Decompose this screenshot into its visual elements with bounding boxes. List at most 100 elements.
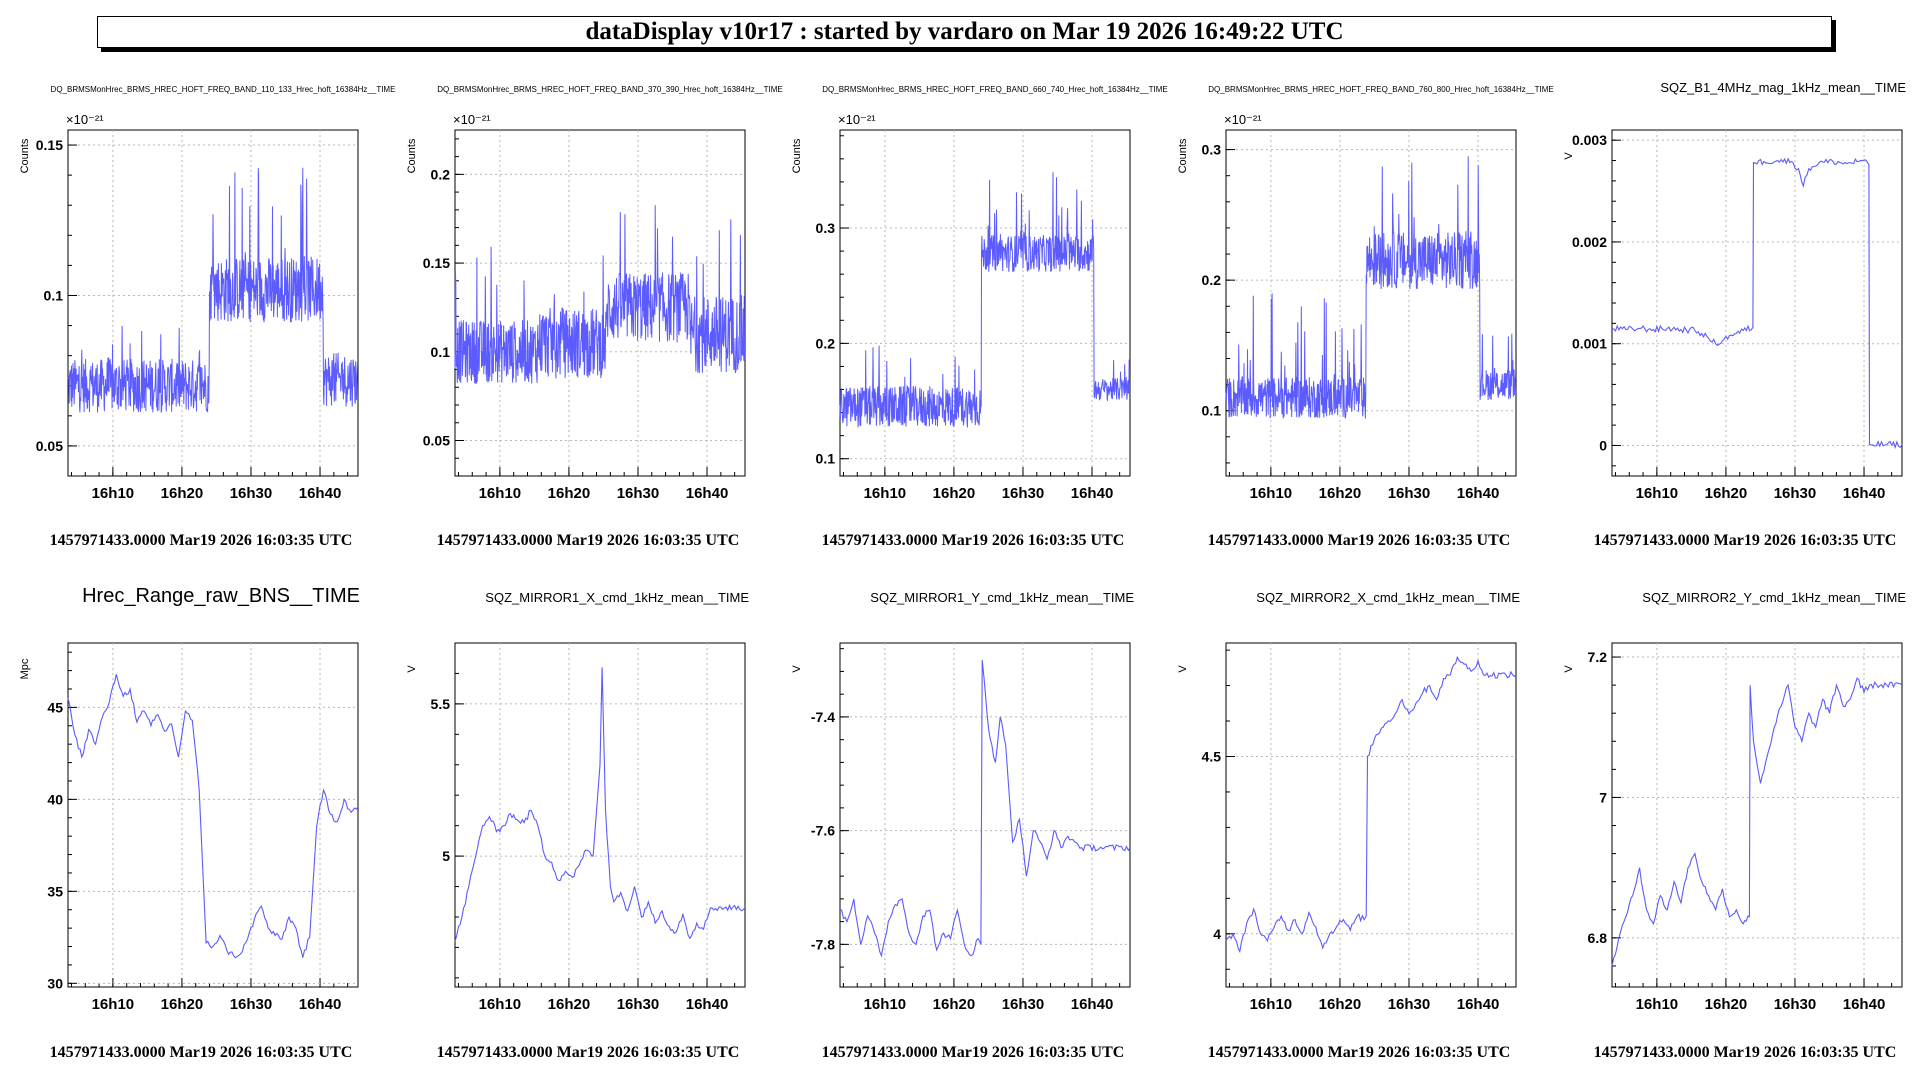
x-tick-label: 16h20 (1319, 485, 1362, 502)
y-tick-label: 5 (442, 848, 450, 864)
chart-panel-9: SQZ_MIRROR2_X_cmd_1kHz_mean__TIME 16h10 16… (1177, 590, 1520, 1061)
plot-frame (67, 642, 359, 988)
x-tick-label: 16h10 (1636, 485, 1679, 502)
y-tick-label: -7.6 (811, 823, 835, 839)
y-axis-label: Mpc (19, 658, 31, 679)
series-line (839, 172, 1131, 428)
chart-panel-6: Hrec_Range_raw_BNS__TIME 16h10 16h20 16h30 1… (19, 585, 360, 1061)
chart-title: SQZ_MIRROR2_Y_cmd_1kHz_mean__TIME (1642, 590, 1906, 605)
plot-frame (839, 129, 1131, 477)
x-axis-caption: 1457971433.0000 Mar19 2026 16:03:35 UTC (437, 1044, 740, 1061)
series-line (1611, 677, 1903, 967)
x-tick-label: 16h20 (1705, 485, 1748, 502)
y-axis-label: Counts (791, 138, 803, 173)
x-tick-label: 16h10 (1250, 485, 1293, 502)
x-tick-label: 16h40 (686, 996, 729, 1013)
series-line (454, 667, 746, 942)
x-tick-label: 16h10 (92, 996, 135, 1013)
chart-title: Hrec_Range_raw_BNS__TIME (82, 585, 360, 607)
chart-panel-2: DQ_BRMSMonHrec_BRMS_HREC_HOFT_FREQ_BAND_… (406, 85, 783, 549)
y-tick-label: -7.8 (811, 936, 835, 952)
series-line (1611, 157, 1903, 450)
x-tick-label: 16h20 (161, 485, 204, 502)
series-line (1225, 655, 1517, 954)
plot-frame (454, 642, 746, 988)
chart-panel-7: SQZ_MIRROR1_X_cmd_1kHz_mean__TIME 16h10 16… (406, 590, 749, 1061)
axis-exponent: ×10⁻²¹ (838, 112, 876, 127)
x-tick-label: 16h20 (933, 485, 976, 502)
x-axis-caption: 1457971433.0000 Mar19 2026 16:03:35 UTC (1594, 1044, 1897, 1061)
y-axis-label: V (1563, 152, 1575, 160)
chart-title: SQZ_MIRROR2_X_cmd_1kHz_mean__TIME (1256, 590, 1520, 605)
y-tick-label: 7.2 (1588, 649, 1608, 665)
y-tick-label: 30 (47, 975, 63, 991)
y-tick-label: 45 (47, 699, 63, 715)
y-tick-label: 4 (1213, 926, 1221, 942)
x-axis-caption: 1457971433.0000 Mar19 2026 16:03:35 UTC (1594, 532, 1897, 549)
chart-title: DQ_BRMSMonHrec_BRMS_HREC_HOFT_FREQ_BAND_… (51, 85, 396, 94)
y-axis-label: Counts (406, 138, 418, 173)
x-tick-label: 16h30 (230, 485, 273, 502)
plot-frame (454, 129, 746, 477)
y-tick-label: 0.1 (1202, 403, 1222, 419)
chart-panel-5: SQZ_B1_4MHz_mag_1kHz_mean__TIME 16h10 16h2… (1563, 80, 1906, 549)
y-axis-label: Counts (1177, 138, 1189, 173)
y-tick-label: 0 (1599, 437, 1607, 453)
x-tick-label: 16h30 (1388, 996, 1431, 1013)
chart-panel-8: SQZ_MIRROR1_Y_cmd_1kHz_mean__TIME 16h10 16… (791, 590, 1134, 1061)
y-tick-label: 0.3 (1202, 142, 1222, 158)
series-line (1225, 156, 1517, 419)
x-tick-label: 16h10 (92, 485, 135, 502)
y-tick-label: 5.5 (431, 696, 451, 712)
y-tick-label: 0.1 (816, 451, 836, 467)
x-axis-caption: 1457971433.0000 Mar19 2026 16:03:35 UTC (437, 532, 740, 549)
x-tick-label: 16h40 (1071, 485, 1114, 502)
y-tick-label: 0.3 (816, 220, 836, 236)
x-tick-label: 16h30 (230, 996, 273, 1013)
y-tick-label: 0.2 (431, 166, 451, 182)
y-axis-label: V (1563, 665, 1575, 673)
y-axis-label: V (791, 665, 803, 673)
plot-frame (1225, 129, 1517, 477)
x-tick-label: 16h40 (1843, 485, 1886, 502)
x-axis-caption: 1457971433.0000 Mar19 2026 16:03:35 UTC (822, 1044, 1125, 1061)
y-tick-label: -7.4 (811, 709, 835, 725)
x-axis-caption: 1457971433.0000 Mar19 2026 16:03:35 UTC (1208, 1044, 1511, 1061)
axis-exponent: ×10⁻²¹ (1224, 112, 1262, 127)
axis-exponent: ×10⁻²¹ (66, 112, 104, 127)
x-tick-label: 16h40 (299, 996, 342, 1013)
page-title: dataDisplay v10r17 : started by vardaro … (585, 18, 1344, 45)
x-tick-label: 16h30 (1774, 485, 1817, 502)
y-tick-label: 0.1 (431, 344, 451, 360)
x-tick-label: 16h40 (686, 485, 729, 502)
series-line (454, 205, 746, 384)
plot-frame (1611, 642, 1903, 988)
x-tick-label: 16h10 (1250, 996, 1293, 1013)
x-axis-caption: 1457971433.0000 Mar19 2026 16:03:35 UTC (50, 1044, 353, 1061)
y-axis-label: V (406, 665, 418, 673)
chart-panel-10: SQZ_MIRROR2_Y_cmd_1kHz_mean__TIME 16h10 16… (1563, 590, 1906, 1061)
x-axis-caption: 1457971433.0000 Mar19 2026 16:03:35 UTC (1208, 532, 1511, 549)
y-tick-label: 0.001 (1572, 336, 1607, 352)
y-tick-label: 0.002 (1572, 234, 1607, 250)
x-tick-label: 16h40 (1071, 996, 1114, 1013)
plot-frame (1225, 642, 1517, 988)
plot-frame (839, 642, 1131, 988)
x-tick-label: 16h20 (161, 996, 204, 1013)
chart-panel-4: DQ_BRMSMonHrec_BRMS_HREC_HOFT_FREQ_BAND_… (1177, 85, 1554, 549)
y-tick-label: 0.2 (1202, 272, 1222, 288)
x-tick-label: 16h30 (1002, 485, 1045, 502)
x-tick-label: 16h10 (479, 485, 522, 502)
x-tick-label: 16h30 (1774, 996, 1817, 1013)
axis-exponent: ×10⁻²¹ (453, 112, 491, 127)
x-tick-label: 16h20 (933, 996, 976, 1013)
chart-title: SQZ_B1_4MHz_mag_1kHz_mean__TIME (1660, 80, 1906, 95)
x-tick-label: 16h40 (1457, 996, 1500, 1013)
y-tick-label: 7 (1599, 789, 1607, 805)
chart-title: SQZ_MIRROR1_X_cmd_1kHz_mean__TIME (485, 590, 749, 605)
plot-frame (1611, 129, 1903, 477)
x-tick-label: 16h40 (1457, 485, 1500, 502)
y-tick-label: 0.05 (36, 438, 63, 454)
x-tick-label: 16h30 (617, 485, 660, 502)
y-tick-label: 4.5 (1202, 748, 1222, 764)
